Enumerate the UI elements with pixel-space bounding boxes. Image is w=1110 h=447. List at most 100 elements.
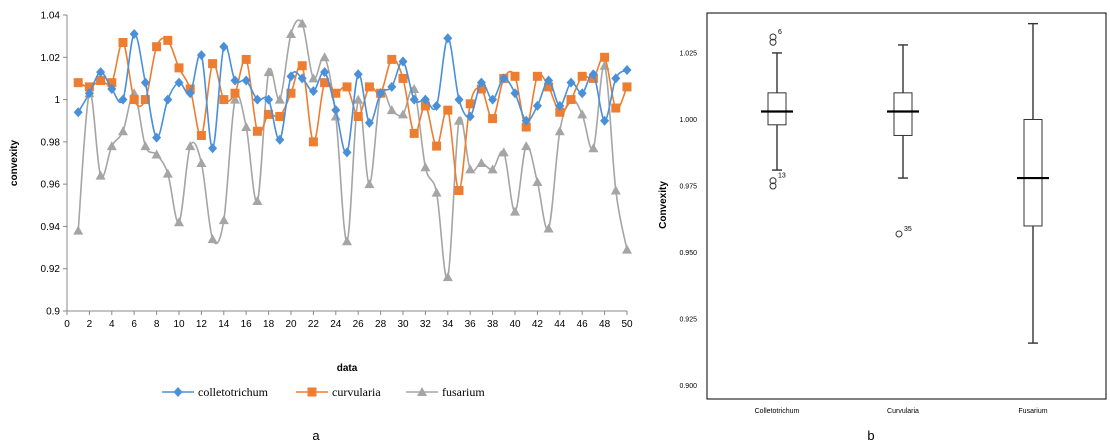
colletotrichum-point bbox=[420, 94, 430, 105]
curvularia-point bbox=[163, 35, 173, 45]
colletotrichum-point bbox=[174, 77, 184, 88]
fusarium-point bbox=[420, 162, 431, 172]
colletotrichum-point bbox=[208, 143, 218, 154]
y-tick-label: 1 bbox=[54, 95, 60, 106]
fusarium-line bbox=[77, 19, 628, 280]
fusarium-point bbox=[610, 185, 621, 195]
fusarium-point bbox=[218, 215, 229, 225]
fusarium-point bbox=[151, 149, 162, 159]
fusarium-point bbox=[543, 223, 554, 233]
box-plot-category-labels: Colletotrichum Curvularia Fusarium bbox=[755, 408, 1048, 415]
box-y-tick-label: 0.925 bbox=[679, 317, 697, 324]
x-tick-label: 12 bbox=[196, 319, 208, 330]
x-tick-label: 0 bbox=[64, 319, 70, 330]
fusarium-point bbox=[106, 141, 117, 151]
outlier-label: 6 bbox=[778, 29, 782, 36]
colletotrichum-point bbox=[320, 67, 330, 78]
curvularia-point bbox=[387, 54, 397, 64]
fusarium-point bbox=[510, 206, 520, 216]
curvularia-point bbox=[286, 88, 296, 98]
legend-item-curvularia: curvularia bbox=[296, 385, 381, 399]
curvularia-point bbox=[432, 141, 442, 151]
colletotrichum-point bbox=[252, 94, 262, 105]
colletotrichum-point bbox=[544, 75, 554, 86]
fusarium-point bbox=[386, 105, 397, 115]
colletotrichum-point bbox=[140, 77, 150, 88]
fusarium-point bbox=[364, 179, 375, 189]
fusarium-point bbox=[196, 158, 207, 167]
curvularia-point bbox=[107, 78, 117, 88]
colletotrichum-point bbox=[600, 115, 610, 126]
x-tick-label: 50 bbox=[621, 319, 633, 330]
colletotrichum-point bbox=[376, 88, 386, 99]
series-fusarium bbox=[73, 18, 632, 282]
curvularia-point bbox=[420, 101, 430, 111]
fusarium-point bbox=[252, 196, 263, 206]
fusarium-point bbox=[353, 94, 364, 104]
x-tick-label: 22 bbox=[308, 319, 320, 330]
x-tick-label: 48 bbox=[599, 319, 611, 330]
box-y-tick-label: 1.025 bbox=[679, 50, 697, 57]
fusarium-point bbox=[398, 109, 408, 119]
x-tick-label: 42 bbox=[532, 319, 544, 330]
curvularia-point bbox=[129, 95, 139, 105]
line-chart-x-ticks: 0 2 4 6 8 10 12 14 16 18 20 22 24 26 28 30 32 34 36 38 40 42 4… bbox=[64, 311, 633, 330]
outlier-label: 35 bbox=[904, 226, 912, 233]
colletotrichum-point bbox=[230, 75, 240, 86]
x-tick-label: 38 bbox=[487, 319, 499, 330]
outlier-point bbox=[769, 38, 777, 46]
colletotrichum-point bbox=[465, 111, 475, 122]
colletotrichum-point bbox=[521, 115, 531, 126]
colletotrichum-point bbox=[185, 88, 195, 99]
curvularia-point bbox=[454, 185, 464, 195]
legend-item-fusarium: fusarium bbox=[406, 385, 485, 399]
colletotrichum-point bbox=[454, 94, 464, 105]
curvularia-point bbox=[219, 95, 229, 105]
colletotrichum-point bbox=[275, 134, 285, 145]
colletotrichum-point bbox=[331, 105, 341, 116]
curvularia-point bbox=[84, 82, 94, 92]
colletotrichum-point bbox=[398, 56, 408, 67]
colletotrichum-point bbox=[532, 100, 542, 111]
colletotrichum-point bbox=[342, 147, 352, 158]
colletotrichum-point bbox=[241, 75, 251, 86]
x-tick-label: 24 bbox=[330, 319, 342, 330]
x-tick-label: 18 bbox=[263, 319, 275, 330]
colletotrichum-point bbox=[196, 50, 206, 61]
line-chart-series bbox=[73, 18, 632, 282]
colletotrichum-point bbox=[611, 73, 621, 84]
x-tick-label: 28 bbox=[375, 319, 387, 330]
x-tick-label: 20 bbox=[285, 319, 297, 330]
fusarium-point bbox=[476, 158, 487, 167]
curvularia-point bbox=[342, 82, 352, 92]
x-tick-label: 44 bbox=[554, 319, 566, 330]
fusarium-point bbox=[73, 225, 84, 235]
curvularia-point bbox=[320, 78, 330, 88]
curvularia-point bbox=[140, 95, 150, 105]
fusarium-point bbox=[308, 73, 319, 83]
fusarium-point bbox=[185, 141, 196, 151]
colletotrichum-point bbox=[84, 88, 94, 99]
curvularia-point bbox=[264, 109, 274, 119]
fusarium-point bbox=[95, 170, 106, 180]
x-tick-label: 40 bbox=[509, 319, 521, 330]
curvularia-point bbox=[521, 122, 531, 132]
y-tick-label: 0.98 bbox=[41, 137, 61, 148]
box-y-tick-label: 1.000 bbox=[679, 117, 697, 124]
curvularia-point bbox=[241, 54, 251, 64]
box-fusarium bbox=[1017, 22, 1049, 344]
panel-label-b: b bbox=[867, 428, 874, 443]
fusarium-point bbox=[263, 67, 274, 77]
box-colletotrichum: 6 13 bbox=[761, 29, 793, 190]
fusarium-point bbox=[274, 94, 285, 104]
curvularia-point bbox=[465, 99, 475, 109]
box-category-label: Colletotrichum bbox=[755, 408, 800, 415]
legend-label: fusarium bbox=[442, 385, 485, 399]
colletotrichum-point bbox=[499, 73, 509, 84]
colletotrichum-point bbox=[443, 33, 453, 44]
curvularia-point bbox=[353, 111, 363, 121]
x-tick-label: 6 bbox=[131, 319, 137, 330]
fusarium-point bbox=[487, 164, 498, 174]
fusarium-point bbox=[454, 115, 464, 125]
